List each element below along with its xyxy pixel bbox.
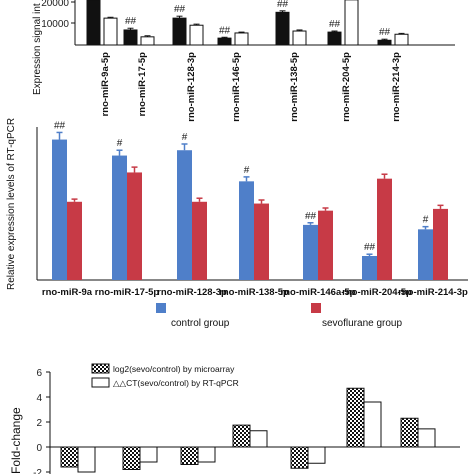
- top-category-label: rno-miR-214-3p: [391, 52, 402, 122]
- mid-annotation: #: [182, 132, 188, 143]
- top-bar: [123, 29, 138, 46]
- legend-label-rtqpcr: △△CT(sevo/control) by RT-qPCR: [113, 378, 239, 388]
- mid-category-label: rno-miR-146a-5p: [281, 287, 356, 298]
- top-ytick-label: 20000: [41, 0, 69, 9]
- bot-bar: [77, 446, 96, 473]
- mid-category-label: rno-miR-9a: [42, 287, 93, 298]
- top-bar: [217, 37, 232, 46]
- mid-bar: [192, 201, 207, 280]
- bot-bar: [363, 401, 382, 448]
- mid-annotation: ##: [305, 211, 317, 222]
- mid-category-label: rno-miR-214-3p: [398, 287, 468, 298]
- bot-bar: [232, 424, 251, 448]
- mid-bar: [239, 181, 254, 280]
- top-annotation: ##: [125, 16, 137, 27]
- bot-bar: [197, 446, 216, 463]
- bot-bar: [122, 446, 141, 470]
- top-category-label: rno-miR-9a-5p: [100, 52, 111, 117]
- legend-label-microarray: log2(sevo/control) by microarray: [113, 364, 235, 374]
- microarray-chart: 10000 20000 Expression signal int rno-mi…: [32, 0, 455, 122]
- mid-category-label: rno-miR-17-5p: [95, 287, 160, 298]
- legend-label-sevoflurane: sevoflurane group: [322, 318, 402, 329]
- mid-category-label: rno-miR-204-5p: [342, 287, 412, 298]
- top-category-label: rno-miR-17-5p: [137, 52, 148, 117]
- bot-ytick-label: 4: [36, 393, 42, 404]
- bot-y-axis-label: Fold-change: [9, 407, 23, 474]
- mid-annotation: #: [244, 165, 250, 176]
- mid-bar: [362, 256, 377, 280]
- top-bar: [292, 30, 307, 46]
- bot-bar: [249, 430, 268, 448]
- top-bar: [344, 0, 359, 46]
- legend-swatch-rtqpcr: [91, 377, 110, 388]
- top-category-label: rno-miR-204-5p: [341, 52, 352, 122]
- bot-bar: [290, 446, 309, 469]
- bot-bar: [139, 446, 158, 463]
- top-annotation: ##: [219, 25, 231, 36]
- top-bar: [394, 33, 409, 46]
- top-annotation: ##: [277, 0, 289, 10]
- mid-bar: [67, 201, 82, 280]
- top-annotation: ##: [174, 4, 186, 15]
- mid-annotation: #: [117, 138, 123, 149]
- top-category-label: rno-miR-146-5p: [231, 52, 242, 122]
- mid-bar: [127, 172, 142, 280]
- top-ytick-label: 10000: [41, 19, 69, 30]
- bot-bar: [307, 446, 326, 464]
- bot-bar: [400, 417, 419, 448]
- rtqpcr-chart: Relative expression levels of RT-qPCR ##…: [6, 118, 468, 329]
- top-bar: [172, 17, 187, 46]
- top-category-label: rno-miR-128-3p: [186, 52, 197, 122]
- legend-swatch-microarray: [91, 363, 110, 374]
- mid-bar: [177, 150, 192, 280]
- bot-ytick-label: 2: [36, 418, 42, 429]
- top-bar: [140, 36, 155, 46]
- mid-bar: [318, 210, 333, 280]
- bot-bar: [60, 446, 79, 468]
- bot-ytick-label: -2: [33, 468, 42, 474]
- legend-swatch-control: [156, 303, 166, 313]
- bot-bar: [417, 428, 436, 448]
- mid-category-label: rno-miR-128-3p: [157, 287, 227, 298]
- top-annotation: ##: [379, 27, 391, 38]
- top-bar: [275, 11, 290, 46]
- mid-bar: [418, 229, 433, 280]
- mid-bar: [303, 224, 318, 280]
- mid-annotation: ##: [364, 242, 376, 253]
- fold-change-chart: 6 4 2 0 -2 Fold-change log2(sevo/control…: [9, 363, 460, 474]
- top-annotation: ##: [329, 19, 341, 30]
- bot-ytick-label: 0: [36, 443, 42, 454]
- top-bar: [103, 17, 118, 46]
- mid-bar: [377, 178, 392, 280]
- mid-bar: [52, 139, 67, 280]
- top-category-label: rno-miR-138-5p: [289, 52, 300, 122]
- top-bar: [327, 31, 342, 46]
- bot-bar: [180, 446, 199, 465]
- mid-bar: [433, 208, 448, 280]
- top-bar: [234, 32, 249, 46]
- top-bar: [86, 0, 101, 46]
- bot-ytick-label: 6: [36, 368, 42, 379]
- mid-category-label: rno-miR-138-5p: [219, 287, 289, 298]
- mid-annotation: ##: [54, 120, 66, 131]
- mid-annotation: #: [423, 215, 429, 226]
- mid-bar: [254, 203, 269, 280]
- top-bar: [377, 39, 392, 46]
- legend-swatch-sevoflurane: [311, 303, 321, 313]
- mid-y-axis-label: Relative expression levels of RT-qPCR: [6, 118, 17, 290]
- top-y-axis-label: Expression signal int: [32, 3, 43, 95]
- legend-label-control: control group: [171, 318, 230, 329]
- bot-bar: [346, 387, 365, 448]
- mid-bar: [112, 155, 127, 280]
- top-bar: [189, 24, 204, 46]
